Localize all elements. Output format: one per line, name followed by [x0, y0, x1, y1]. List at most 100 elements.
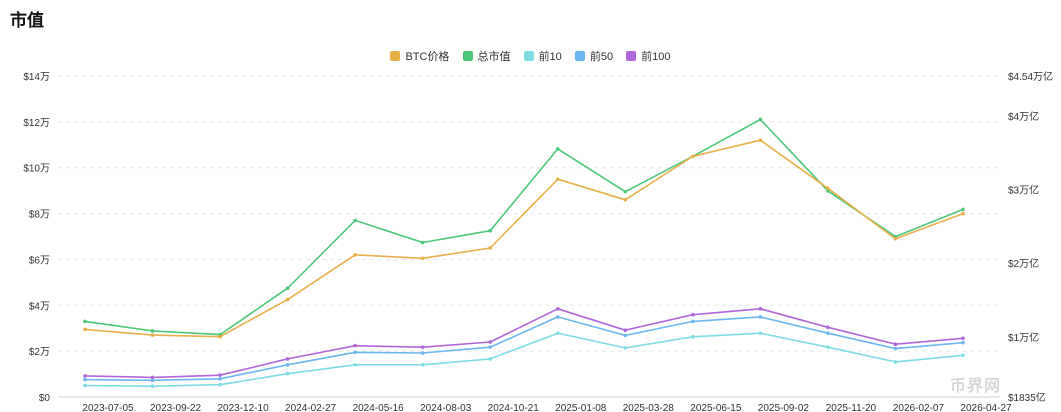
data-point: [623, 189, 628, 194]
data-point: [555, 315, 560, 319]
data-point: [893, 342, 898, 347]
data-point: [150, 333, 155, 337]
y-left-tick-label: $2万: [29, 347, 50, 358]
series-line-3: [84, 316, 964, 382]
data-point: [826, 331, 830, 335]
data-point: [555, 331, 560, 335]
data-point: [218, 377, 222, 381]
data-point: [488, 340, 493, 344]
data-point: [826, 325, 830, 330]
data-point: [623, 328, 628, 333]
data-point: [285, 371, 290, 376]
data-point: [83, 327, 87, 332]
legend-swatch: [390, 51, 401, 61]
legend-swatch: [523, 51, 534, 61]
y-left-tick-label: $6万: [29, 255, 50, 266]
legend-item-top50[interactable]: 前50: [574, 48, 614, 64]
data-point: [961, 207, 965, 212]
data-point: [420, 240, 425, 245]
y-right-tick-label: $3万亿: [1008, 183, 1039, 196]
data-point: [758, 138, 763, 142]
data-point: [893, 360, 898, 364]
y-right-tick-label: $1万亿: [1008, 331, 1039, 344]
data-point: [353, 218, 357, 223]
legend-swatch: [626, 51, 637, 61]
data-point: [83, 383, 87, 388]
data-point: [285, 363, 290, 367]
data-point: [826, 189, 830, 193]
data-point: [826, 345, 830, 349]
legend-swatch: [574, 51, 585, 61]
y-left-tick-label: $0: [39, 393, 51, 404]
data-point: [218, 382, 222, 387]
data-point: [488, 246, 493, 250]
legend-item-btc-price[interactable]: BTC价格: [390, 48, 449, 64]
data-point: [623, 198, 628, 202]
data-point: [555, 307, 560, 311]
y-right-tick-label: $4万亿: [1008, 110, 1039, 123]
data-point: [488, 357, 493, 361]
data-point: [218, 334, 222, 339]
data-point: [555, 147, 560, 151]
y-left-tick-label: $12万: [23, 118, 50, 129]
data-point: [893, 236, 898, 241]
x-tick-label: 2024-08-03: [420, 403, 472, 412]
legend-swatch: [462, 51, 473, 61]
legend-item-top10[interactable]: 前10: [523, 48, 562, 64]
data-point: [691, 319, 695, 324]
data-point: [623, 346, 628, 350]
x-tick-label: 2023-09-22: [150, 403, 202, 412]
chart-legend: BTC价格 总市值 前10 前50 前100: [0, 48, 1061, 64]
y-right-tick-label: $2万亿: [1008, 257, 1039, 270]
legend-item-total-market-cap[interactable]: 总市值: [462, 48, 511, 64]
data-point: [555, 177, 560, 181]
x-tick-label: 2024-02-27: [285, 403, 337, 412]
legend-label: 前10: [538, 51, 562, 63]
data-point: [353, 343, 357, 348]
series-line-2: [84, 332, 964, 388]
data-point: [150, 329, 155, 333]
data-point: [150, 378, 155, 383]
x-tick-label: 2024-05-16: [353, 403, 405, 412]
legend-label: 前50: [589, 51, 614, 63]
data-point: [420, 363, 425, 367]
x-tick-label: 2023-12-10: [217, 403, 269, 412]
data-point: [218, 373, 222, 377]
data-point: [285, 286, 290, 291]
data-point: [758, 117, 763, 122]
data-point: [826, 186, 830, 191]
x-tick-label: 2026-02-07: [893, 403, 945, 412]
series-line-0: [84, 139, 964, 338]
data-point: [758, 315, 763, 319]
watermark-logo: 币界网: [950, 376, 1002, 395]
x-tick-label: 2025-06-15: [690, 403, 742, 412]
data-point: [83, 319, 87, 324]
data-point: [758, 331, 763, 335]
data-point: [691, 335, 695, 339]
data-point: [285, 357, 290, 361]
page-title: 市值: [10, 11, 44, 31]
y-left-tick-label: $4万: [29, 301, 50, 312]
data-point: [150, 384, 155, 389]
data-point: [758, 307, 763, 311]
y-right-tick-label: $4.54万亿: [1008, 70, 1053, 83]
legend-label: 前100: [641, 51, 671, 63]
data-point: [285, 297, 290, 302]
data-point: [961, 340, 965, 345]
y-left-tick-label: $10万: [23, 164, 50, 175]
legend-item-top100[interactable]: 前100: [626, 48, 671, 64]
legend-label: BTC价格: [405, 51, 450, 63]
y-right-tick-label: $1835亿: [1008, 391, 1046, 404]
data-point: [488, 345, 493, 349]
data-point: [623, 333, 628, 338]
data-point: [420, 345, 425, 349]
x-tick-label: 2025-01-08: [555, 403, 607, 412]
data-point: [961, 211, 965, 216]
data-point: [961, 353, 965, 358]
y-left-tick-label: $14万: [23, 72, 50, 83]
data-point: [83, 377, 87, 382]
x-tick-label: 2025-11-20: [826, 403, 877, 412]
x-tick-label: 2026-04-27: [960, 403, 1012, 412]
x-tick-label: 2023-07-05: [82, 403, 134, 412]
